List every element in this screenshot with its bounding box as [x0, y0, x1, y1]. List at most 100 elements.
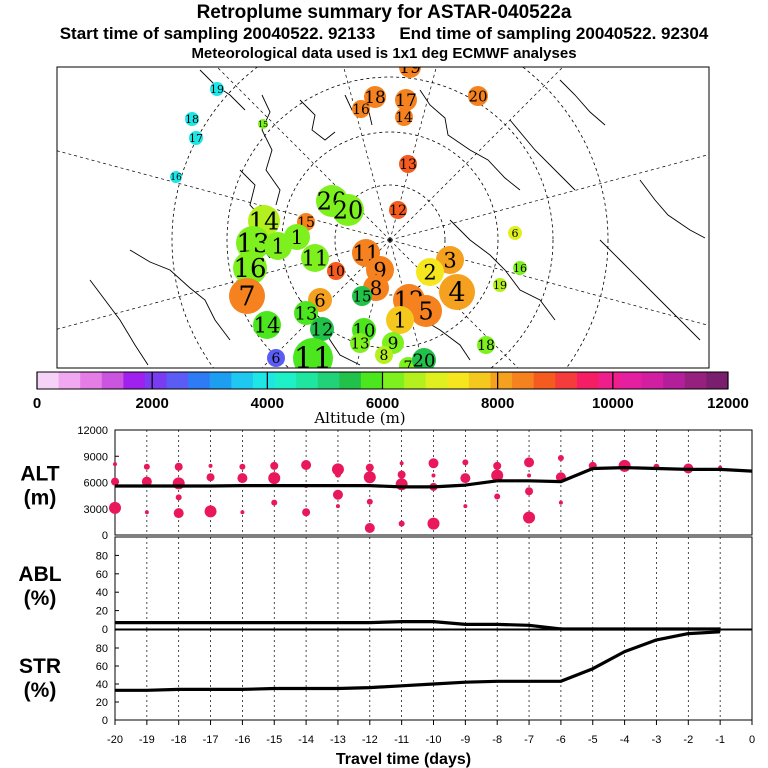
colorbar-segment — [404, 372, 427, 389]
map-point-label: 3 — [443, 248, 456, 272]
colorbar-segment — [166, 372, 189, 389]
map-point — [410, 295, 442, 327]
panel-abl: 0 20 40 60 80 ABL(%) — [18, 536, 753, 636]
colorbar-segment — [80, 372, 103, 389]
colorbar-segment — [512, 372, 535, 389]
colorbar-segment — [317, 372, 340, 389]
y-tick-label: 20 — [96, 606, 108, 618]
coastline — [129, 249, 231, 341]
map-bubble: 4 — [439, 274, 475, 310]
alt-cluster-point — [204, 505, 217, 518]
colorbar-tick-label: 10000 — [592, 395, 634, 412]
alt-cluster-point — [463, 504, 468, 509]
alt-cluster-point — [141, 476, 152, 487]
alt-cluster-point — [270, 461, 279, 470]
map-point — [399, 67, 421, 78]
map-bubble: 19 — [399, 67, 421, 78]
met-data-note: Meteorological data used is 1x1 deg ECMW… — [191, 45, 577, 62]
alt-cluster-point — [331, 463, 344, 476]
series-line — [115, 620, 721, 631]
x-tick-label: -12 — [362, 734, 378, 746]
x-tick-label: -10 — [426, 734, 442, 746]
colorbar-segment — [425, 372, 448, 389]
colorbar-segment — [706, 372, 729, 389]
alt-cluster-point — [174, 462, 183, 471]
map-bubble: 18 — [185, 112, 199, 126]
x-tick-label: -13 — [330, 734, 346, 746]
meridian-line — [389, 239, 709, 326]
map-bubble: 19 — [210, 82, 224, 96]
map-point — [301, 244, 329, 272]
y-tick-label: 0 — [102, 530, 108, 542]
map-point-label: 12 — [311, 319, 334, 340]
map-point-label: 17 — [395, 91, 417, 111]
map-point — [364, 86, 386, 108]
map-point-label: 11 — [294, 342, 332, 377]
map-point-label: 11 — [302, 246, 329, 270]
y-tick-label: 9000 — [84, 451, 108, 463]
map-point — [416, 258, 444, 286]
map-bubble: 18 — [364, 86, 386, 108]
map-point — [386, 306, 414, 334]
map-point — [332, 194, 364, 226]
map-point-label: 6 — [512, 227, 519, 240]
map-bubble: 1 — [386, 306, 414, 334]
map-point — [189, 131, 203, 145]
x-tick-label: -17 — [203, 734, 219, 746]
coastline — [449, 219, 556, 321]
map-bubble: 6 — [508, 226, 522, 240]
map-point — [253, 311, 281, 339]
x-tick-label: -8 — [492, 734, 502, 746]
map-bubble: 2 — [416, 258, 444, 286]
altitude-colorbar: 0 2000 4000 6000 8000 10000 12000 Altitude (m) — [33, 371, 749, 427]
map-point-label: 20 — [333, 196, 364, 224]
x-tick-label: -20 — [107, 734, 123, 746]
alt-cluster-point — [363, 471, 376, 484]
map-bubble: 12 — [310, 317, 334, 341]
x-tick-label: -16 — [234, 734, 250, 746]
map-bubble: 13 — [350, 333, 370, 353]
colorbar-segment — [598, 372, 621, 389]
chart-title: Retroplume summary for ASTAR-040522a — [196, 2, 572, 23]
series-line — [115, 630, 721, 692]
map-point — [294, 301, 318, 325]
coastline — [509, 119, 576, 191]
colorbar-segment — [144, 372, 168, 389]
alt-cluster-point — [524, 457, 535, 468]
map-bubble: 15 — [352, 286, 372, 306]
alt-cluster-point — [523, 511, 536, 524]
colorbar-segment — [490, 372, 513, 389]
map-point-label: 20 — [468, 87, 487, 105]
x-tick-label: -4 — [620, 734, 630, 746]
coastline — [299, 99, 336, 141]
series-line — [115, 466, 753, 489]
alt-cluster-point — [237, 473, 248, 484]
map-point-label: 13 — [350, 334, 369, 352]
x-tick-label: -19 — [139, 734, 155, 746]
map-bubble: 6 — [267, 349, 285, 367]
y-tick-label: 0 — [102, 715, 108, 727]
colorbar-segment — [37, 372, 60, 389]
map-point — [267, 349, 285, 367]
map-point-label: 19 — [210, 83, 224, 96]
colorbar-segment — [58, 372, 81, 389]
alt-cluster-point — [366, 498, 373, 505]
alt-cluster-point — [268, 472, 281, 485]
alt-cluster-point — [239, 463, 246, 470]
map-point — [439, 274, 475, 310]
latitude-circle — [334, 184, 446, 296]
map-point — [389, 201, 407, 219]
map-bubble: 1 — [284, 224, 310, 250]
y-tick-label: 3000 — [84, 504, 108, 516]
map-point-label: 6 — [314, 290, 325, 311]
alt-cluster-point — [365, 463, 374, 472]
panel-label-name: ABL — [18, 563, 61, 586]
map-point — [468, 86, 488, 106]
x-tick-label: -11 — [394, 734, 409, 746]
colorbar-segment — [339, 372, 362, 389]
map-point-label: 7 — [404, 359, 413, 375]
colorbar-segment — [231, 372, 254, 389]
map-bubble: 13 — [399, 155, 417, 173]
